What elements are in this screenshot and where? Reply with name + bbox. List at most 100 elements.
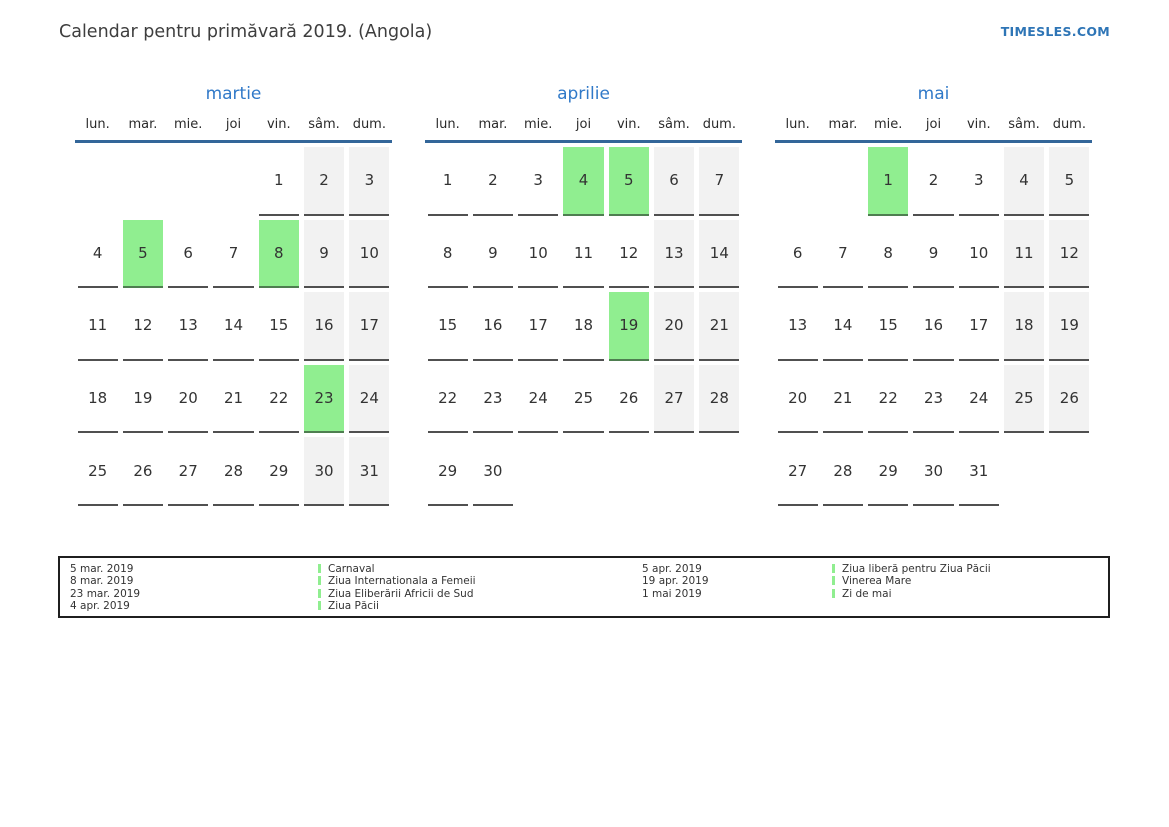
day-number: 3: [518, 147, 559, 216]
day-number: 17: [349, 292, 390, 361]
day-number: 7: [699, 147, 740, 216]
day-number: 22: [427, 365, 468, 434]
day-cell-mai-28: 28: [820, 433, 865, 506]
month-grid: 1 2 3 4 5 6 7 8 9 10 11 12 13 14 15 16 17 18 19 20 21 22 23 24 2…: [425, 143, 742, 506]
day-number: 15: [427, 292, 468, 361]
day-number: 26: [608, 365, 649, 434]
weekday-label: joi: [575, 117, 592, 132]
weekday-row: lun. mar. mie. joi vin. sâm. dum.: [425, 117, 742, 143]
day-cell-martie-6: 6: [166, 216, 211, 289]
legend-date: 5 mar. 2019: [70, 563, 134, 575]
day-cell-martie-19: 19: [120, 361, 165, 434]
day-number: 30: [913, 437, 954, 506]
day-number: 11: [563, 220, 604, 289]
day-number: 2: [303, 147, 345, 216]
empty-cell: [120, 143, 165, 216]
day-cell-martie-14: 14: [211, 288, 256, 361]
empty-cell: [211, 143, 256, 216]
day-cell-martie-12: 12: [120, 288, 165, 361]
day-cell-martie-20: 20: [166, 361, 211, 434]
day-number: 15: [868, 292, 909, 361]
empty-day: [823, 147, 863, 216]
day-cell-mai-21: 21: [820, 361, 865, 434]
day-cell-martie-4: 4: [75, 216, 120, 289]
legend-names-1: Carnaval Ziua Internationala a Femeii Ziua…: [318, 563, 476, 613]
day-number: 17: [958, 292, 999, 361]
day-number: 12: [1049, 219, 1090, 289]
weekday-label: mar.: [128, 117, 158, 132]
empty-day: [1049, 437, 1089, 506]
holiday-marker-icon: [318, 588, 321, 598]
day-number: 9: [913, 220, 954, 289]
day-number: 5: [608, 147, 649, 216]
day-cell-mai-2: 2: [911, 143, 956, 216]
day-cell-aprilie-14: 14: [697, 216, 742, 289]
day-number: 27: [777, 437, 818, 506]
day-number: 1: [427, 147, 468, 216]
day-cell-aprilie-30: 30: [470, 433, 515, 506]
day-cell-mai-20: 20: [775, 361, 820, 434]
day-number: 20: [168, 365, 209, 434]
day-number: 18: [563, 292, 604, 361]
day-cell-martie-10: 10: [347, 216, 392, 289]
day-number: 29: [868, 437, 909, 506]
day-cell-aprilie-26: 26: [606, 361, 651, 434]
day-cell-aprilie-29: 29: [425, 433, 470, 506]
empty-day: [609, 437, 649, 506]
day-cell-aprilie-17: 17: [516, 288, 561, 361]
day-cell-aprilie-21: 21: [697, 288, 742, 361]
day-number: 20: [777, 365, 818, 434]
empty-day: [563, 437, 603, 506]
day-number: 5: [1049, 147, 1090, 216]
site-link[interactable]: TIMESLES.COM: [1000, 24, 1110, 39]
empty-cell: [1047, 433, 1092, 506]
day-number: 13: [653, 219, 695, 289]
legend-date: 1 mai 2019: [642, 587, 702, 600]
day-number: 6: [777, 220, 818, 289]
day-number: 27: [653, 364, 695, 434]
day-cell-martie-23: 23: [301, 361, 346, 434]
day-number: 23: [303, 364, 345, 434]
day-cell-aprilie-20: 20: [651, 288, 696, 361]
day-cell-aprilie-15: 15: [425, 288, 470, 361]
day-cell-martie-18: 18: [75, 361, 120, 434]
day-cell-mai-17: 17: [956, 288, 1001, 361]
empty-day: [699, 437, 739, 506]
day-number: 10: [518, 220, 559, 289]
day-number: 24: [958, 365, 999, 434]
day-number: 22: [868, 365, 909, 434]
day-cell-martie-13: 13: [166, 288, 211, 361]
weekday-label: dum.: [1052, 117, 1086, 132]
day-cell-martie-9: 9: [301, 216, 346, 289]
day-number: 25: [77, 437, 118, 506]
empty-day: [123, 147, 163, 216]
day-cell-mai-4: 4: [1001, 143, 1046, 216]
weekday-label: joi: [925, 117, 942, 132]
day-number: 19: [608, 292, 649, 361]
weekday-label: sâm.: [308, 117, 340, 132]
empty-cell: [561, 433, 606, 506]
weekday-label: sâm.: [1008, 117, 1040, 132]
weekday-label: mar.: [828, 117, 858, 132]
day-cell-aprilie-24: 24: [516, 361, 561, 434]
legend-dates-1: 5 mar. 2019 8 mar. 2019 23 mar. 2019 4 apr.…: [70, 563, 140, 613]
day-cell-aprilie-28: 28: [697, 361, 742, 434]
legend-holiday: Ziua Eliberării Africii de Sud: [318, 588, 476, 600]
empty-day: [518, 437, 558, 506]
legend-date: 19 apr. 2019: [642, 575, 709, 588]
day-number: 21: [699, 292, 740, 361]
weekday-row: lun. mar. mie. joi vin. sâm. dum.: [775, 117, 1092, 143]
day-number: 4: [563, 147, 604, 216]
empty-cell: [651, 433, 696, 506]
day-cell-aprilie-25: 25: [561, 361, 606, 434]
weekday-label: mie.: [874, 117, 903, 132]
empty-day: [1004, 437, 1044, 506]
day-number: 30: [303, 437, 345, 506]
day-number: 18: [77, 365, 118, 434]
day-cell-martie-11: 11: [75, 288, 120, 361]
legend-date: 23 mar. 2019: [70, 587, 141, 600]
empty-day: [168, 147, 208, 216]
